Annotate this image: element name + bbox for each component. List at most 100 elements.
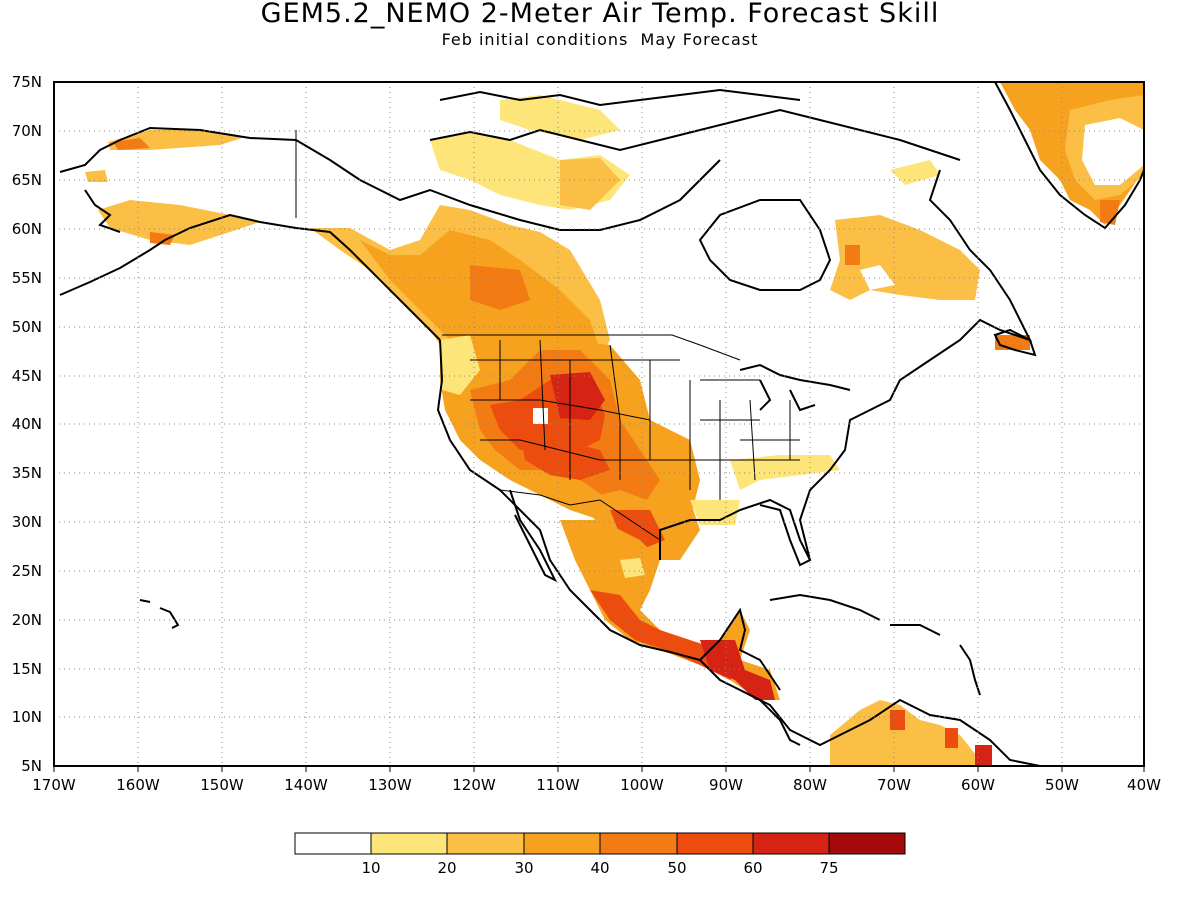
colorbar-label-40: 40: [590, 859, 609, 877]
lon-label-80w: 80W: [793, 776, 827, 794]
colorbar-swatch-4: [599, 832, 678, 855]
axis-ticks: [53, 766, 1145, 772]
colorbar-label-50: 50: [667, 859, 686, 877]
lon-label-150w: 150W: [200, 776, 244, 794]
map-frame: [53, 81, 1145, 767]
lat-label-45n: 45N: [12, 367, 42, 385]
coast-us-west: [436, 339, 1041, 766]
political-borders: [295, 130, 800, 541]
colorbar-label-10: 10: [361, 859, 380, 877]
shade-alaska-nw: [113, 138, 150, 150]
shade-arctic-islands-2: [500, 95, 620, 140]
shade-arctic-islands-3: [560, 158, 620, 210]
lat-labels: 5N 10N 15N 20N 25N 30N 35N 40N 45N 50N 5…: [12, 73, 42, 775]
coast-great-lakes: [739, 363, 851, 412]
shade-west-canada-core: [470, 265, 530, 310]
lon-label-130w: 130W: [368, 776, 412, 794]
coast-us-east: [798, 169, 1032, 561]
coast-baja: [509, 489, 558, 583]
shade-utah-hole: [533, 408, 548, 424]
border-us-mexico: [499, 489, 661, 541]
coast-greenland: [994, 82, 1144, 230]
lat-label-75n: 75N: [12, 73, 42, 91]
map-subtitle: Feb initial conditions May Forecast: [441, 30, 759, 49]
shade-south-america-core: [890, 710, 905, 730]
lon-label-160w: 160W: [116, 776, 160, 794]
colorbar-labels: 10 20 30 40 50 60 75: [361, 859, 838, 877]
lon-label-90w: 90W: [709, 776, 743, 794]
grid-lines: [54, 82, 1144, 766]
shade-texas-core: [610, 510, 665, 550]
shade-pacific-nw: [440, 335, 480, 395]
lon-label-140w: 140W: [284, 776, 328, 794]
color-bar: [294, 832, 906, 855]
lat-label-60n: 60N: [12, 220, 42, 238]
shade-central-america: [700, 640, 775, 700]
coast-cuba: [769, 593, 881, 621]
lon-label-70w: 70W: [877, 776, 911, 794]
lat-label-10n: 10N: [12, 708, 42, 726]
shade-guyana-core: [975, 745, 992, 766]
coast-hudson: [698, 199, 832, 291]
coast-central-america: [739, 689, 801, 746]
skill-shading: [85, 82, 1144, 766]
lon-label-50w: 50W: [1045, 776, 1079, 794]
lat-label-70n: 70N: [12, 122, 42, 140]
lon-label-100w: 100W: [620, 776, 664, 794]
coast-hispaniola: [890, 624, 941, 636]
coast-yucatan: [699, 607, 781, 691]
border-us-canada: [442, 334, 741, 361]
lat-label-35n: 35N: [12, 464, 42, 482]
coast-gulf: [659, 498, 812, 567]
colorbar-swatch-5: [676, 832, 754, 855]
shade-us-fourcorners: [520, 430, 610, 480]
shade-baffin: [890, 160, 940, 185]
colorbar-swatch-1: [370, 832, 448, 855]
lon-label-60w: 60W: [961, 776, 995, 794]
colorbar-label-75: 75: [819, 859, 838, 877]
lat-label-55n: 55N: [12, 269, 42, 287]
colorbar-swatch-2: [446, 832, 525, 855]
shade-greenland-white: [1082, 118, 1144, 185]
coast-caribbean-islands: [959, 644, 981, 696]
coast-alaska-south: [59, 213, 441, 341]
colorbar-swatch-0: [294, 832, 372, 855]
coastlines: [59, 82, 1144, 766]
lat-label-5n: 5N: [21, 757, 42, 775]
shade-quebec-white: [860, 265, 895, 290]
shade-south-america: [830, 700, 990, 766]
coast-newfoundland: [993, 328, 1037, 357]
shade-alaska-south: [98, 200, 260, 245]
shade-venezuela-core: [945, 728, 958, 748]
coast-hawaii: [139, 599, 180, 629]
colorbar-label-20: 20: [437, 859, 456, 877]
lon-label-110w: 110W: [536, 776, 580, 794]
lat-label-50n: 50N: [12, 318, 42, 336]
shade-alaska-sw: [150, 232, 175, 245]
map-title: GEM5.2_NEMO 2-Meter Air Temp. Forecast S…: [260, 0, 940, 29]
coast-alaska-west: [84, 189, 121, 233]
colorbar-swatch-6: [752, 832, 830, 855]
lat-label-25n: 25N: [12, 562, 42, 580]
shade-mexico-white: [620, 558, 645, 578]
lat-label-30n: 30N: [12, 513, 42, 531]
lon-label-120w: 120W: [452, 776, 496, 794]
lon-label-170w: 170W: [32, 776, 76, 794]
lon-labels: 170W 160W 150W 140W 130W 120W 110W 100W …: [32, 776, 1161, 794]
colorbar-label-60: 60: [743, 859, 762, 877]
shade-greenland-south: [1100, 200, 1120, 225]
lon-label-40w: 40W: [1127, 776, 1161, 794]
coast-alaska: [59, 126, 297, 173]
lat-label-40n: 40N: [12, 415, 42, 433]
colorbar-swatch-3: [523, 832, 601, 855]
lat-label-65n: 65N: [12, 171, 42, 189]
lat-label-20n: 20N: [12, 611, 42, 629]
shade-wyoming: [550, 372, 605, 420]
colorbar-swatch-7: [828, 832, 906, 855]
lat-label-15n: 15N: [12, 660, 42, 678]
coast-arctic-islands-2: [439, 88, 801, 107]
shade-gulf-coast: [690, 500, 740, 525]
coast-arctic-islands: [429, 108, 961, 161]
shade-alaska-west: [85, 170, 108, 182]
